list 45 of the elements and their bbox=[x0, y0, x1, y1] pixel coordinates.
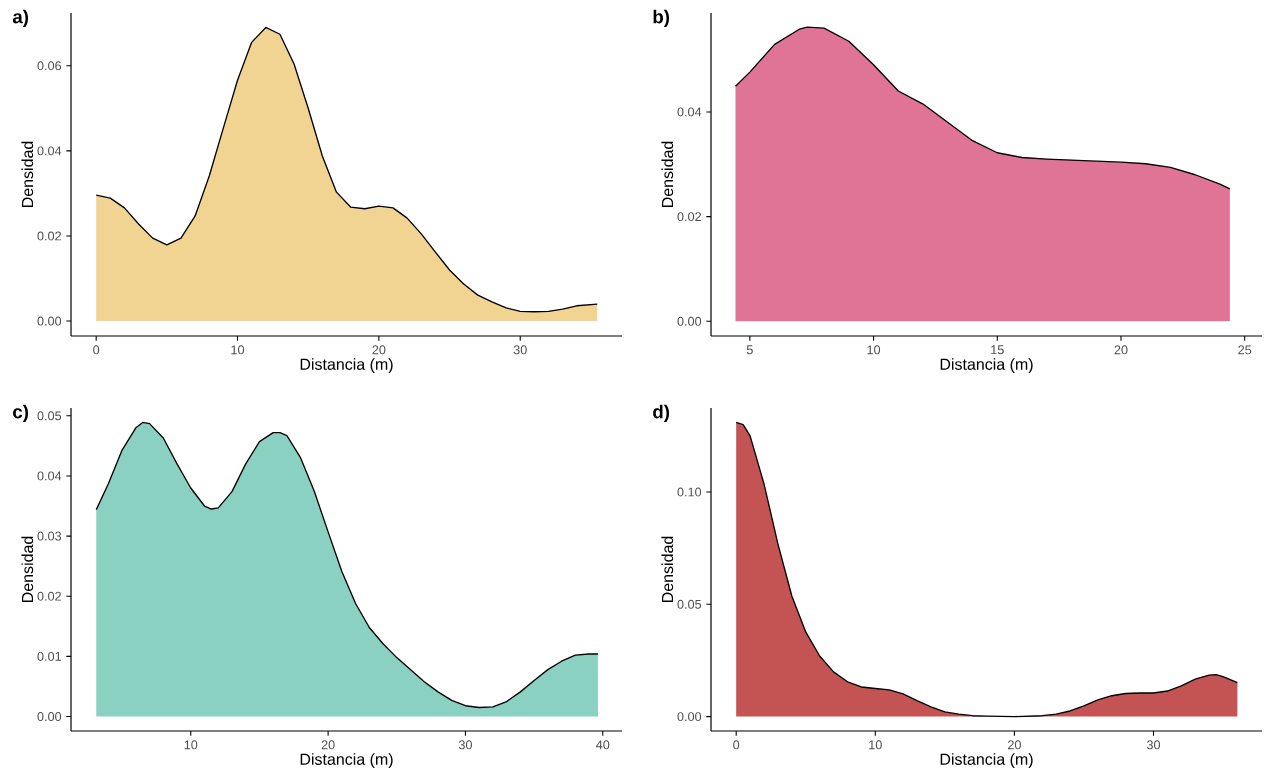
y-axis-title: Densidad bbox=[661, 536, 674, 602]
y-tick-label: 0.02 bbox=[37, 231, 61, 241]
x-tick-label: 10 bbox=[867, 345, 881, 355]
y-tick-label: 0.00 bbox=[37, 316, 62, 326]
y-tick-label: 0.10 bbox=[677, 487, 702, 497]
x-tick-label: 10 bbox=[231, 345, 245, 355]
chart-title: a) bbox=[12, 9, 29, 28]
y-tick-label: 0.04 bbox=[37, 146, 62, 156]
x-tick-label: 0 bbox=[93, 345, 100, 355]
x-tick-label: 10 bbox=[869, 740, 882, 750]
x-tick-label: 25 bbox=[1238, 345, 1252, 355]
y-tick-label: 0.00 bbox=[677, 712, 702, 722]
x-tick-label: 10 bbox=[184, 740, 198, 750]
y-axis-title: Densidad bbox=[21, 141, 34, 207]
chart-title: d) bbox=[653, 404, 670, 423]
x-tick-label: 0 bbox=[733, 740, 740, 750]
x-tick-label: 20 bbox=[1007, 740, 1021, 750]
y-tick-label: 0.04 bbox=[677, 107, 702, 117]
x-tick-label: 15 bbox=[991, 345, 1004, 355]
x-axis-title: Distancia (m) bbox=[940, 358, 1033, 374]
x-tick-label: 5 bbox=[746, 345, 753, 355]
y-tick-label: 0.03 bbox=[37, 531, 62, 541]
x-axis-title: Distancia (m) bbox=[940, 753, 1033, 769]
y-tick-label: 0.02 bbox=[677, 212, 701, 222]
y-tick-label: 0.02 bbox=[37, 591, 61, 601]
y-tick-label: 0.05 bbox=[677, 599, 702, 609]
x-tick-label: 30 bbox=[1146, 740, 1161, 750]
chart-title: b) bbox=[653, 9, 670, 28]
x-tick-label: 20 bbox=[321, 740, 335, 750]
x-axis-title: Distancia (m) bbox=[300, 753, 393, 769]
x-tick-label: 20 bbox=[372, 345, 386, 355]
y-tick-label: 0.05 bbox=[37, 411, 62, 421]
x-tick-label: 20 bbox=[1114, 345, 1128, 355]
y-axis-title: Densidad bbox=[661, 141, 674, 207]
x-tick-label: 30 bbox=[458, 740, 472, 750]
y-tick-label: 0.04 bbox=[37, 471, 62, 481]
y-tick-label: 0.00 bbox=[677, 316, 702, 326]
x-axis-title: Distancia (m) bbox=[300, 358, 393, 374]
y-tick-label: 0.00 bbox=[37, 712, 62, 722]
x-tick-label: 40 bbox=[596, 740, 610, 750]
chart-title: c) bbox=[13, 404, 29, 423]
y-tick-label: 0.06 bbox=[37, 61, 62, 71]
y-tick-label: 0.01 bbox=[37, 651, 61, 661]
x-tick-label: 30 bbox=[513, 345, 527, 355]
y-axis-title: Densidad bbox=[21, 536, 34, 602]
